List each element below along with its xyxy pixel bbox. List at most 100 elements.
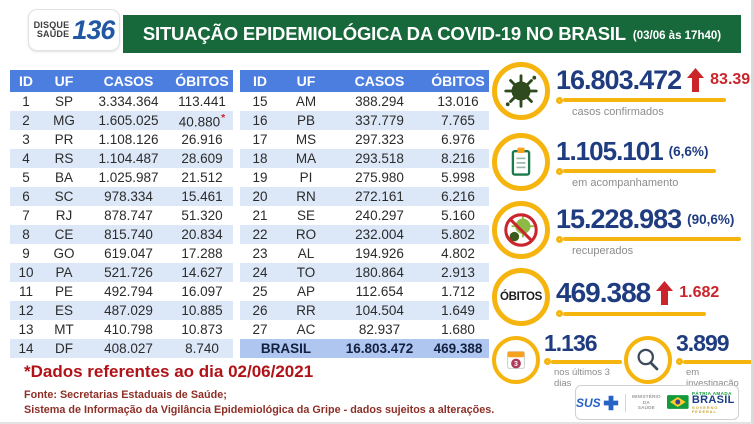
stat-under-investigation: 3.899 em investigação [624,330,751,389]
cell-casos: 180.864 [355,265,404,280]
cell-uf: SE [296,208,315,223]
table-row: 7 RJ 878.747 51.320 [10,206,233,225]
cell-id: 17 [252,132,268,147]
disque-saude-label: DISQUE SAÚDE [33,19,70,39]
cell-id: 12 [18,303,34,318]
states-table-right: ID UF CASOS ÓBITOS 15 AM 388.294 13.016 16 PB… [240,70,489,358]
cell-casos: 388.294 [355,94,404,109]
monitoring-value: 1.105.101 [556,135,664,166]
col-id: ID [253,73,267,89]
cell-id: 11 [18,284,33,299]
cell-id: 27 [252,322,268,337]
table-row: 8 CE 815.740 20.834 [10,225,233,244]
cell-uf: ES [54,303,73,318]
cell-obitos: 40.880* [178,111,226,130]
page-title: SITUAÇÃO EPIDEMIOLÓGICA DA COVID-19 NO B… [142,23,626,44]
cell-obitos: 1.680 [441,322,475,337]
cell-id: 13 [18,322,34,337]
cell-casos: 104.504 [355,303,404,318]
cell-casos: 619.047 [104,246,153,261]
cell-uf: PR [54,132,74,147]
table-row: 3 PR 1.108.126 26.916 [10,130,233,149]
cell-uf: PE [54,284,73,299]
table-row: 18 MA 293.518 8.216 [240,149,489,168]
accent-underline [556,167,716,175]
table-row: 20 RN 272.161 6.216 [240,187,489,206]
cell-obitos: 51.320 [181,208,223,223]
deaths-value: 469.388 [556,277,651,308]
cell-id: 20 [252,189,268,204]
cell-obitos: 14.627 [181,265,223,280]
cell-id: 7 [22,208,30,223]
col-casos: CASOS [354,73,405,89]
accent-underline [676,358,751,365]
investigation-value: 3.899 [676,330,730,356]
table-row: 13 MT 410.798 10.873 [10,320,233,339]
total-casos: 16.803.472 [345,341,414,356]
cell-obitos: 17.288 [181,246,223,261]
col-uf: UF [296,73,316,89]
recovered-percent: (90,6%) [687,211,735,227]
cell-obitos: 16.097 [181,284,223,299]
virus-icon [492,62,550,120]
brasil-total-row: BRASIL 16.803.472 469.388 [240,339,489,358]
cell-id: 25 [252,284,268,299]
cell-uf: AC [296,322,316,337]
stat-deaths: ÓBITOS 469.388 1.682 [492,268,719,326]
cell-id: 14 [18,341,34,356]
table-row: 19 PI 275.980 5.998 [240,168,489,187]
cell-casos: 408.027 [104,341,153,356]
sus-label: SUS [576,395,601,410]
cell-uf: RR [296,303,316,318]
cell-id: 2 [22,113,30,128]
confirmed-label: casos confirmados [572,105,664,118]
col-uf: UF [54,73,74,89]
accent-underline [544,358,622,365]
stat-last-3-days: 3 1.136 nos últimos 3 dias [492,330,622,389]
cell-casos: 1.025.987 [98,170,159,185]
cell-obitos: 8.740 [185,341,219,356]
cell-id: 24 [252,265,268,280]
cell-casos: 82.937 [358,322,401,337]
obitos-circle-label: ÓBITOS [499,291,543,303]
cell-obitos: 21.512 [181,170,223,185]
update-timestamp: (03/06 às 17h40) [632,29,722,42]
ministry-label: MINISTÉRIO DA SAÚDE [631,393,661,411]
table-row: 12 ES 487.029 10.885 [10,301,233,320]
cell-id: 10 [18,265,34,280]
table-row: 6 SC 978.334 15.461 [10,187,233,206]
cell-obitos: 4.802 [441,246,475,261]
cell-id: 18 [252,151,268,166]
cell-casos: 492.794 [104,284,153,299]
brasil-wordmark: PÁTRIA AMADA BRASIL GOVERNO FEDERAL [691,391,735,414]
sus-logo: SUS [576,395,619,411]
table-body-left: 1 SP 3.334.364 113.441 2 MG 1.605.025 40.880* 3 P… [10,92,233,358]
table-row: 25 AP 112.654 1.712 [240,282,489,301]
table-row: 26 RR 104.504 1.649 [240,301,489,320]
cell-casos: 3.334.364 [98,94,159,109]
recovered-label: recuperados [572,244,634,257]
cell-id: 6 [22,189,30,204]
table-body-right: 15 AM 388.294 13.016 16 PB 337.779 7.765 17 MS 297… [240,92,489,339]
cell-obitos: 5.802 [441,227,475,242]
cell-obitos: 20.834 [181,227,223,242]
cell-uf: RN [296,189,316,204]
cell-obitos: 113.441 [178,94,226,109]
up-arrow-icon [687,68,705,92]
col-casos: CASOS [103,73,154,89]
cell-uf: BA [54,170,73,185]
table-row: 14 DF 408.027 8.740 [10,339,233,358]
sus-cross-icon [603,395,618,410]
disque-saude-number: 136 [72,14,115,45]
table-row: 2 MG 1.605.025 40.880* [10,111,233,130]
cell-id: 5 [22,170,30,185]
cell-obitos: 5.160 [441,208,475,223]
cell-obitos: 10.873 [181,322,223,337]
cell-id: 8 [22,227,30,242]
cell-casos: 487.029 [104,303,153,318]
cell-id: 23 [252,246,268,261]
cell-id: 26 [252,303,268,318]
cell-uf: MG [53,113,75,128]
cell-obitos: 8.216 [441,151,475,166]
cell-casos: 293.518 [355,151,404,166]
